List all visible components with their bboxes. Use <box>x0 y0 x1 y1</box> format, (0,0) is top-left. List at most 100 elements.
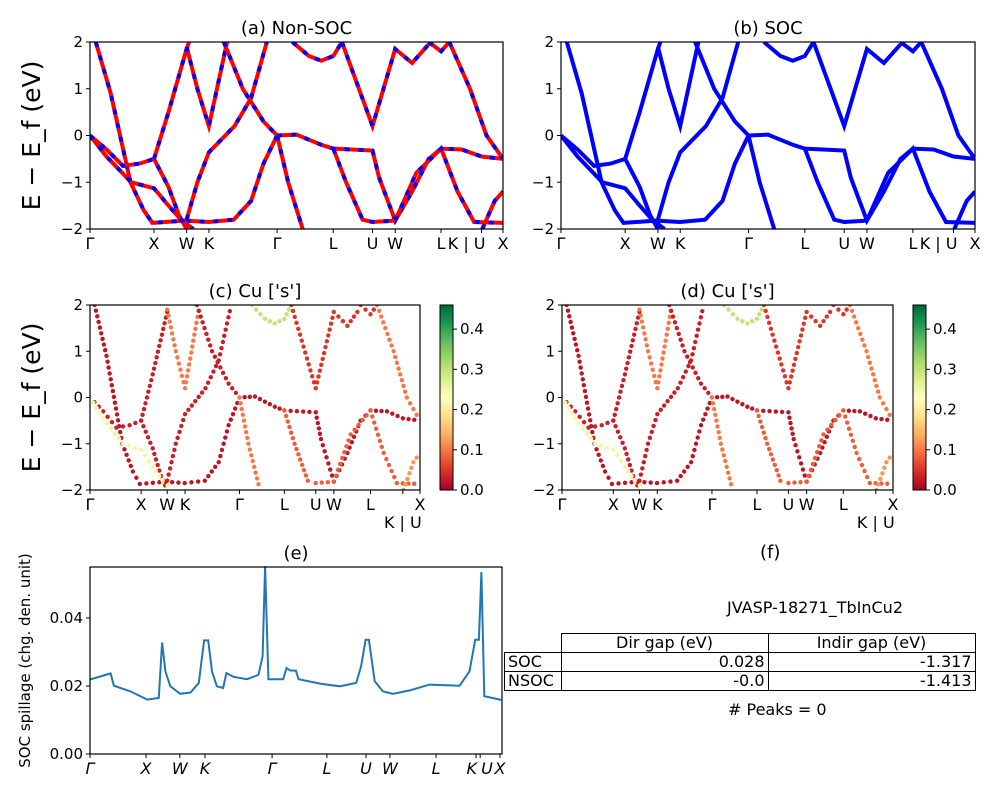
projected-band-point <box>168 325 174 330</box>
projected-band-point <box>277 406 282 411</box>
projected-band-point <box>251 464 257 470</box>
y-tick-label: 1 <box>545 342 555 360</box>
projected-band-point <box>611 447 616 452</box>
projected-band-point <box>176 361 182 366</box>
projected-band-point <box>665 399 670 404</box>
projected-band-point <box>573 416 578 421</box>
projected-band-point <box>109 419 115 425</box>
projected-band-point <box>575 348 580 353</box>
projected-band-point <box>578 365 583 370</box>
projected-band-point <box>705 406 710 411</box>
nonsoc-band-line <box>184 42 230 134</box>
plot-frame <box>89 41 504 230</box>
y-tick-label: −1 <box>61 173 83 191</box>
projected-band-point <box>324 455 329 460</box>
projected-band-point <box>713 412 718 418</box>
soc-band-line <box>693 42 750 137</box>
projected-band-point <box>685 464 690 470</box>
projected-band-point <box>879 416 884 422</box>
projected-band-point <box>140 412 145 418</box>
projected-band-point <box>787 415 792 420</box>
projected-band-point <box>854 450 859 456</box>
projected-band-point <box>649 429 654 435</box>
projected-band-point <box>885 481 890 486</box>
projected-band-point <box>226 423 231 428</box>
projected-band-point <box>749 318 755 324</box>
projected-band-point <box>709 395 715 400</box>
projected-band-point <box>653 417 658 423</box>
projected-band-point <box>389 468 394 474</box>
projected-band-point <box>301 467 307 473</box>
projected-band-point <box>632 478 638 483</box>
projected-band-point <box>235 400 240 406</box>
y-tick-label: 2 <box>73 296 83 314</box>
plot-frame <box>89 566 503 755</box>
projected-band-point <box>724 464 729 470</box>
projected-band-point <box>173 441 178 446</box>
projected-band-point <box>757 312 762 317</box>
projected-band-point <box>791 436 796 442</box>
projected-band-point <box>305 478 310 483</box>
projected-band-point <box>868 413 873 419</box>
soc-band-dashed-line <box>447 42 503 161</box>
y-tick-label: 2 <box>545 296 555 314</box>
projected-band-point <box>720 447 725 452</box>
projected-band-point <box>867 360 873 366</box>
projected-band-point <box>630 338 636 343</box>
x-tick-label: L <box>908 234 917 253</box>
x-tick-label: X <box>140 759 153 778</box>
y-tick-label: −2 <box>61 220 83 238</box>
projected-band-point <box>793 356 798 362</box>
projected-band-point <box>768 452 774 457</box>
projected-band-point <box>315 420 321 426</box>
projected-band-point <box>381 450 386 456</box>
projected-band-point <box>167 466 173 471</box>
projected-band-point <box>314 415 319 420</box>
projected-band-point <box>252 394 258 399</box>
projected-band-point <box>887 455 892 460</box>
y-axis-label: E − E_f (eV) <box>17 323 46 473</box>
projected-band-point <box>412 417 417 423</box>
projected-band-point <box>282 408 287 413</box>
panel-title: (a) Non-SOC <box>241 18 352 39</box>
panel-d: (d) Cu ['s']210−1−2Γ X W K Γ L U W LK | UX0.00.1… <box>533 281 957 532</box>
projected-band-point <box>165 307 170 312</box>
projected-band-point <box>204 331 209 337</box>
projected-band-point <box>179 373 185 379</box>
projected-band-point <box>786 480 791 486</box>
projected-band-point <box>573 409 578 414</box>
projected-band-point <box>720 394 725 400</box>
projected-band-point <box>317 368 323 373</box>
projected-band-point <box>592 441 598 446</box>
projected-band-point <box>351 434 357 440</box>
projected-band-point <box>701 417 706 422</box>
projected-band-point <box>563 400 568 405</box>
soc-band-line <box>802 147 868 225</box>
projected-band-point <box>626 457 631 462</box>
projected-band-point <box>336 314 341 319</box>
projected-band-point <box>182 480 187 486</box>
projected-band-point <box>598 443 604 448</box>
projected-band-point <box>833 417 838 423</box>
projected-band-point <box>368 408 373 413</box>
soc-band-dashed-line <box>480 190 503 229</box>
projected-band-point <box>316 374 321 379</box>
projected-band-point <box>360 417 365 423</box>
projected-band-point <box>175 435 180 441</box>
projected-band-point <box>810 461 816 467</box>
projected-band-point <box>262 316 268 322</box>
projected-band-point <box>626 355 632 360</box>
projected-band-point <box>402 389 408 394</box>
projected-band-point <box>599 423 604 428</box>
projected-band-point <box>144 395 150 400</box>
projected-band-point <box>577 359 582 364</box>
header-dir-gap: Dir gap (eV) <box>560 633 769 653</box>
soc-band-dashed-line <box>275 135 305 229</box>
projected-band-point <box>819 438 824 443</box>
projected-band-point <box>104 353 109 359</box>
x-tick-label: U <box>360 759 372 778</box>
projected-band-point <box>178 367 183 372</box>
projected-band-point <box>660 356 665 361</box>
projected-band-point <box>377 438 383 444</box>
projected-band-point <box>754 408 760 413</box>
